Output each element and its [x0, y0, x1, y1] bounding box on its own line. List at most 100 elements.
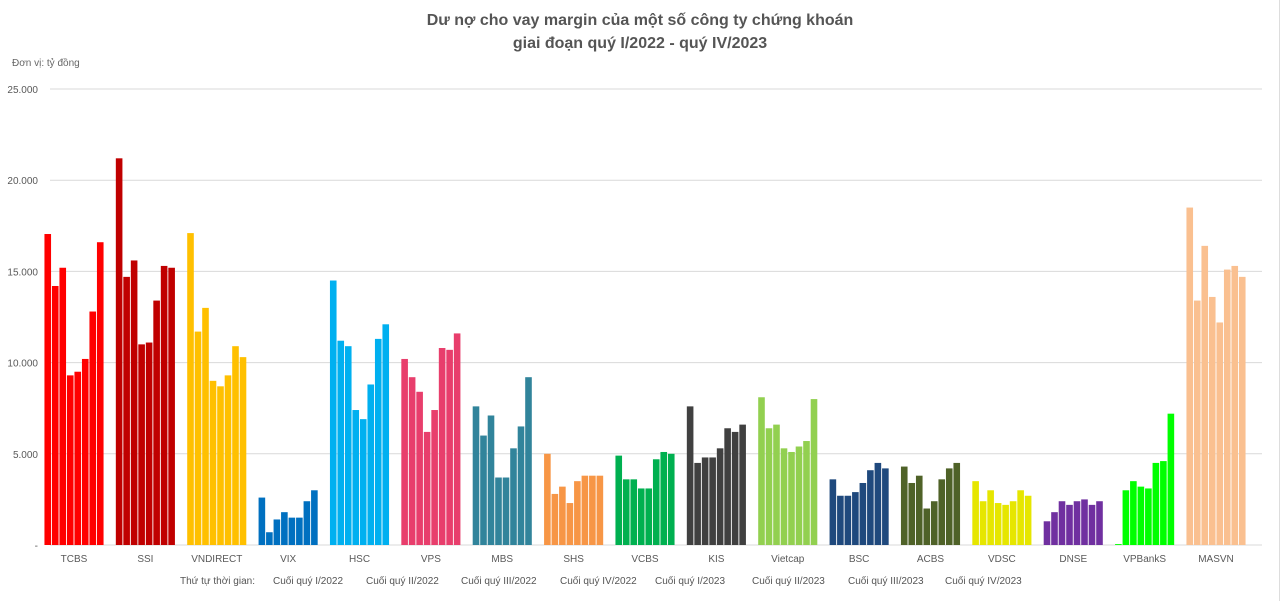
bar-vcbs-3: [630, 479, 638, 545]
bar-vps-2: [408, 377, 416, 545]
bar-vietcap-1: [758, 397, 765, 545]
y-tick-label: 20.000: [7, 176, 38, 187]
bar-vdsc-7: [1017, 490, 1024, 545]
bar-ssi-1: [115, 158, 123, 545]
x-tick-label: Vietcap: [771, 554, 805, 565]
legend-item: Cuối quý III/2022: [461, 576, 537, 587]
bar-acbs-2: [908, 482, 916, 545]
bar-hsc-5: [359, 419, 367, 545]
y-tick-label: 15.000: [7, 267, 38, 278]
bar-vix-7: [303, 501, 311, 545]
bar-vietcap-3: [773, 424, 780, 545]
bar-vcbs-7: [660, 451, 668, 545]
bar-vix-4: [281, 512, 288, 545]
bar-vpbanks-5: [1145, 488, 1152, 545]
bar-kis-8: [739, 424, 746, 545]
bar-masvn-7: [1231, 265, 1239, 545]
bar-hsc-4: [352, 410, 360, 545]
bar-masvn-5: [1216, 322, 1224, 545]
bar-bsc-1: [829, 479, 837, 545]
bar-tcbs-8: [96, 242, 104, 545]
bar-acbs-8: [953, 462, 961, 545]
bar-acbs-5: [930, 501, 938, 545]
bar-vps-1: [401, 358, 408, 545]
bar-vcbs-1: [615, 455, 623, 545]
bar-vcbs-8: [667, 453, 675, 545]
chart-subtitle: giai đoạn quý I/2022 - quý IV/2023: [512, 35, 768, 52]
bar-acbs-1: [900, 466, 908, 545]
bar-ssi-3: [130, 260, 138, 545]
y-tick-label: 5.000: [13, 450, 38, 461]
bar-masvn-8: [1238, 276, 1246, 545]
bar-tcbs-3: [59, 267, 67, 545]
y-tick-label: 10.000: [7, 359, 38, 370]
y-tick-label: -: [35, 541, 38, 552]
bar-masvn-1: [1186, 207, 1194, 545]
x-tick-label: ACBS: [917, 554, 945, 565]
bar-masvn-3: [1201, 245, 1209, 545]
bar-shs-8: [596, 475, 604, 545]
bar-vix-5: [288, 517, 296, 545]
bar-dnse-3: [1058, 501, 1066, 545]
bar-shs-1: [544, 453, 551, 545]
bar-hsc-1: [329, 280, 337, 545]
x-tick-label: VPS: [421, 554, 441, 565]
bar-acbs-6: [938, 479, 946, 545]
bar-vcbs-2: [622, 479, 630, 545]
x-tick-label: VPBankS: [1123, 554, 1166, 565]
bar-vdsc-4: [994, 503, 1002, 545]
bar-vndirect-5: [217, 386, 224, 545]
bar-vpbanks-3: [1130, 481, 1137, 545]
bar-shs-2: [551, 493, 559, 545]
bar-vndirect-6: [224, 375, 232, 545]
bar-ssi-6: [153, 300, 160, 545]
bar-ssi-2: [123, 276, 130, 545]
bar-vcbs-4: [637, 488, 645, 545]
bar-acbs-7: [945, 468, 953, 545]
bar-mbs-1: [472, 406, 480, 545]
bar-vcbs-5: [645, 488, 653, 545]
bar-dnse-8: [1096, 501, 1103, 545]
bar-mbs-6: [510, 448, 517, 545]
bar-mbs-2: [480, 435, 487, 545]
bar-kis-6: [724, 428, 731, 545]
x-tick-label: VCBS: [631, 554, 659, 565]
bar-vdsc-5: [1002, 504, 1009, 545]
x-tick-label: VIX: [280, 554, 296, 565]
x-tick-label: VDSC: [988, 554, 1016, 565]
y-tick-label: 25.000: [7, 85, 38, 96]
bar-tcbs-4: [66, 375, 74, 545]
bar-kis-4: [709, 457, 716, 545]
bar-vdsc-2: [979, 501, 987, 545]
bar-vix-2: [266, 532, 273, 545]
bar-vix-8: [311, 490, 318, 545]
bar-vdsc-8: [1024, 495, 1032, 545]
bar-vndirect-2: [194, 331, 202, 545]
bar-vietcap-6: [795, 446, 803, 545]
bar-vndirect-3: [202, 307, 209, 545]
bar-vndirect-8: [239, 357, 247, 545]
bar-bsc-7: [874, 462, 882, 545]
x-tick-label: DNSE: [1059, 554, 1087, 565]
x-tick-label: KIS: [708, 554, 724, 565]
x-tick-label: SSI: [137, 554, 153, 565]
bar-dnse-6: [1081, 499, 1088, 545]
legend-title: Thứ tự thời gian:: [180, 576, 255, 587]
bar-hsc-3: [344, 346, 352, 545]
bar-vdsc-6: [1009, 501, 1017, 545]
bar-bsc-3: [844, 495, 852, 545]
bar-vietcap-7: [803, 441, 810, 545]
bar-shs-5: [574, 481, 581, 545]
bar-dnse-1: [1043, 521, 1051, 545]
bar-shs-3: [559, 486, 566, 545]
bar-hsc-7: [374, 338, 382, 545]
bar-vix-3: [273, 519, 281, 545]
bar-mbs-3: [487, 415, 495, 545]
bar-kis-3: [701, 457, 709, 545]
bar-mbs-4: [495, 477, 502, 545]
bar-acbs-4: [923, 508, 931, 545]
bar-mbs-8: [525, 377, 532, 545]
bar-vndirect-1: [187, 233, 194, 545]
bar-ssi-4: [138, 344, 145, 545]
bar-masvn-6: [1223, 269, 1231, 545]
